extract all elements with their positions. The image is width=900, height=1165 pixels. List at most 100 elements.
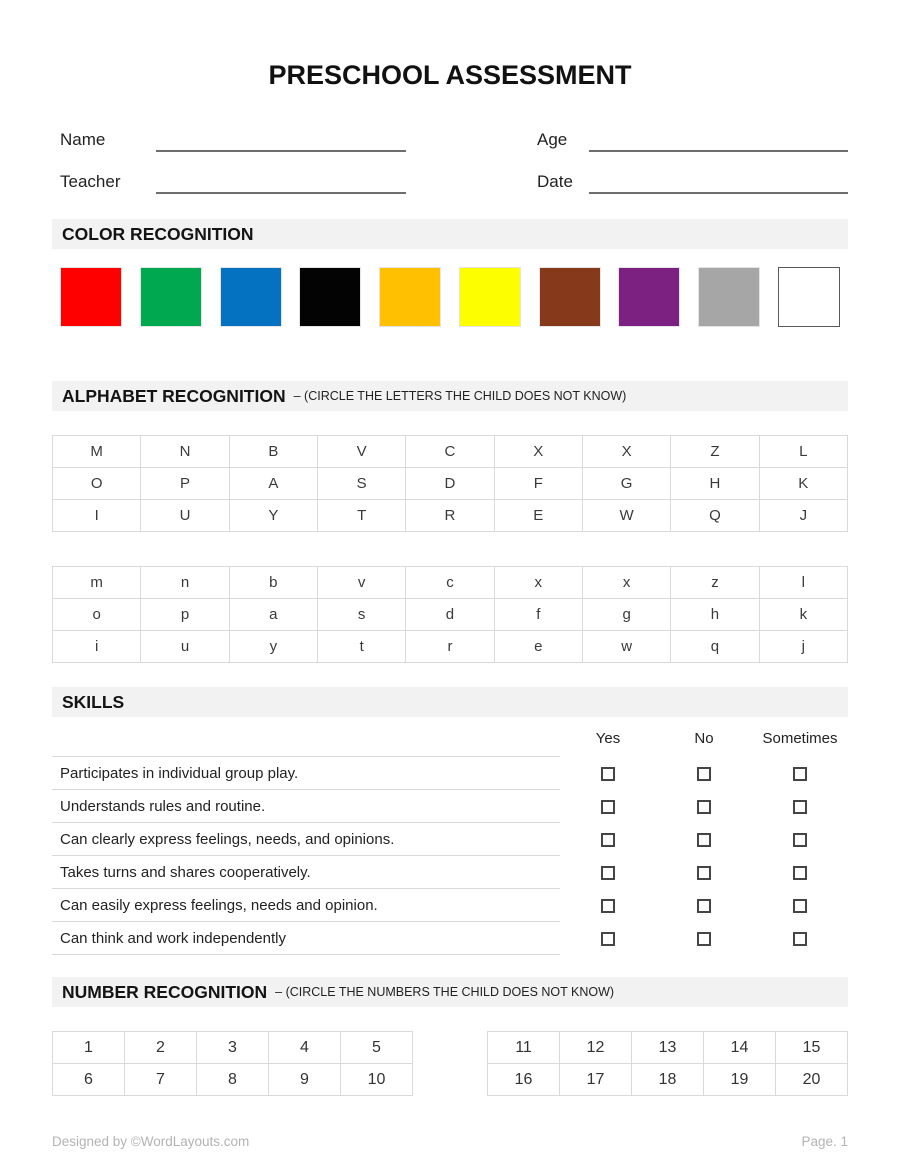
number-table-1-10: 1 2 3 4 5 6 7 8 9 10 (52, 1031, 413, 1096)
skill-2-no-cell (656, 790, 752, 823)
column-header-no: No (694, 729, 714, 747)
lowercase-letter-cell: x (493, 566, 583, 599)
number-tables: 1 2 3 4 5 6 7 8 9 10 11 12 13 14 15 16 17 18 19 20 (52, 1031, 848, 1096)
skill-row: Can think and work independently (52, 922, 848, 955)
alphabet-recognition-header: ALPHABET RECOGNITION – (CIRCLE THE LETTE… (52, 381, 848, 411)
skills-rows: Participates in individual group play. Un… (52, 757, 848, 955)
date-label: Date (537, 172, 573, 191)
number-cell: 7 (124, 1063, 197, 1096)
age-field: Age (537, 122, 848, 152)
skill-1-sometimes-checkbox[interactable] (793, 766, 807, 781)
number-cell: 3 (196, 1031, 269, 1064)
skill-4-sometimes-checkbox[interactable] (793, 865, 807, 880)
number-recognition-title: NUMBER RECOGNITION (62, 981, 268, 1002)
skill-4-no-checkbox[interactable] (697, 865, 711, 880)
lowercase-letter-cell: i (51, 630, 142, 663)
lowercase-letter-cell: t (316, 630, 407, 663)
skill-5-no-cell (656, 889, 752, 922)
color-swatch-green (139, 267, 202, 327)
uppercase-letter-cell: E (493, 499, 583, 532)
uppercase-letter-cell: W (581, 499, 672, 532)
number-cell: 17 (559, 1063, 632, 1096)
table-row: 11 12 13 14 15 (487, 1031, 848, 1064)
uppercase-letter-cell: C (405, 435, 495, 468)
number-cell: 15 (775, 1031, 848, 1064)
skill-3-sometimes-cell (752, 823, 848, 856)
date-input-line[interactable] (589, 164, 848, 194)
uppercase-letter-cell: N (140, 435, 230, 468)
skills-header: SKILLS (52, 687, 848, 717)
column-header-yes: Yes (595, 729, 621, 747)
skill-2-sometimes-checkbox[interactable] (793, 799, 807, 814)
skill-6-yes-checkbox[interactable] (601, 931, 615, 946)
footer-credit: Designed by ©WordLayouts.com (52, 1134, 250, 1149)
number-cell: 13 (631, 1031, 704, 1064)
skill-row: Takes turns and shares cooperatively. (52, 856, 848, 889)
uppercase-letter-cell: J (758, 499, 849, 532)
name-input-line[interactable] (156, 122, 406, 152)
number-cell: 12 (559, 1031, 632, 1064)
number-cell: 1 (52, 1031, 125, 1064)
teacher-label: Teacher (60, 172, 121, 191)
number-cell: 14 (703, 1031, 776, 1064)
color-swatch-yellow (458, 267, 521, 327)
skill-label: Participates in individual group play. (52, 757, 560, 790)
uppercase-letter-cell: S (316, 467, 407, 500)
number-cell: 20 (775, 1063, 848, 1096)
lowercase-letter-cell: q (670, 630, 760, 663)
field-row-1: Name Age (52, 108, 848, 152)
skill-row: Understands rules and routine. (52, 790, 848, 823)
uppercase-letter-cell: V (316, 435, 407, 468)
number-recognition-instruction: – (CIRCLE THE NUMBERS THE CHILD DOES NOT… (275, 985, 615, 999)
skill-row: Can clearly express feelings, needs, and… (52, 823, 848, 856)
alphabet-recognition-instruction: – (CIRCLE THE LETTERS THE CHILD DOES NOT… (293, 389, 627, 403)
skill-label: Can easily express feelings, needs and o… (52, 889, 560, 922)
uppercase-letter-cell: R (405, 499, 495, 532)
skill-label: Takes turns and shares cooperatively. (52, 856, 560, 889)
skill-1-yes-checkbox[interactable] (601, 766, 615, 781)
skill-2-yes-checkbox[interactable] (601, 799, 615, 814)
number-cell: 8 (196, 1063, 269, 1096)
date-field: Date (537, 164, 848, 194)
teacher-input-line[interactable] (156, 164, 406, 194)
uppercase-letter-cell: D (405, 467, 495, 500)
number-cell: 2 (124, 1031, 197, 1064)
lowercase-letter-cell: y (228, 630, 318, 663)
skill-2-no-checkbox[interactable] (697, 799, 711, 814)
color-swatch-blue (219, 267, 282, 327)
name-field: Name (52, 122, 537, 152)
page-footer: Designed by ©WordLayouts.com Page. 1 (52, 1134, 848, 1149)
lowercase-letter-cell: n (140, 566, 230, 599)
color-swatch-purple (618, 267, 681, 327)
skill-3-yes-checkbox[interactable] (601, 832, 615, 847)
skill-4-yes-cell (560, 856, 656, 889)
field-row-2: Teacher Date (52, 150, 848, 194)
number-table-11-20: 11 12 13 14 15 16 17 18 19 20 (487, 1031, 848, 1096)
lowercase-letter-cell: s (316, 598, 407, 631)
skill-5-yes-checkbox[interactable] (601, 898, 615, 913)
table-row: 6 7 8 9 10 (52, 1063, 413, 1096)
skill-1-no-checkbox[interactable] (697, 766, 711, 781)
color-recognition-header: COLOR RECOGNITION (52, 219, 848, 249)
lowercase-letter-cell: g (581, 598, 672, 631)
skill-5-sometimes-checkbox[interactable] (793, 898, 807, 913)
uppercase-letter-cell: O (51, 467, 142, 500)
skill-2-sometimes-cell (752, 790, 848, 823)
age-input-line[interactable] (589, 122, 848, 152)
number-cell: 6 (52, 1063, 125, 1096)
skill-row: Can easily express feelings, needs and o… (52, 889, 848, 922)
skill-3-no-checkbox[interactable] (697, 832, 711, 847)
skill-6-no-checkbox[interactable] (697, 931, 711, 946)
skill-4-yes-checkbox[interactable] (601, 865, 615, 880)
page-title: PRESCHOOL ASSESSMENT (268, 60, 632, 90)
skill-4-no-cell (656, 856, 752, 889)
skill-5-no-checkbox[interactable] (697, 898, 711, 913)
lowercase-letter-cell: m (51, 566, 142, 599)
uppercase-letter-cell: G (581, 467, 672, 500)
skills-label-column-header (52, 719, 560, 757)
skill-6-sometimes-checkbox[interactable] (793, 931, 807, 946)
skill-3-sometimes-checkbox[interactable] (793, 832, 807, 847)
color-swatch-brown (538, 267, 601, 327)
